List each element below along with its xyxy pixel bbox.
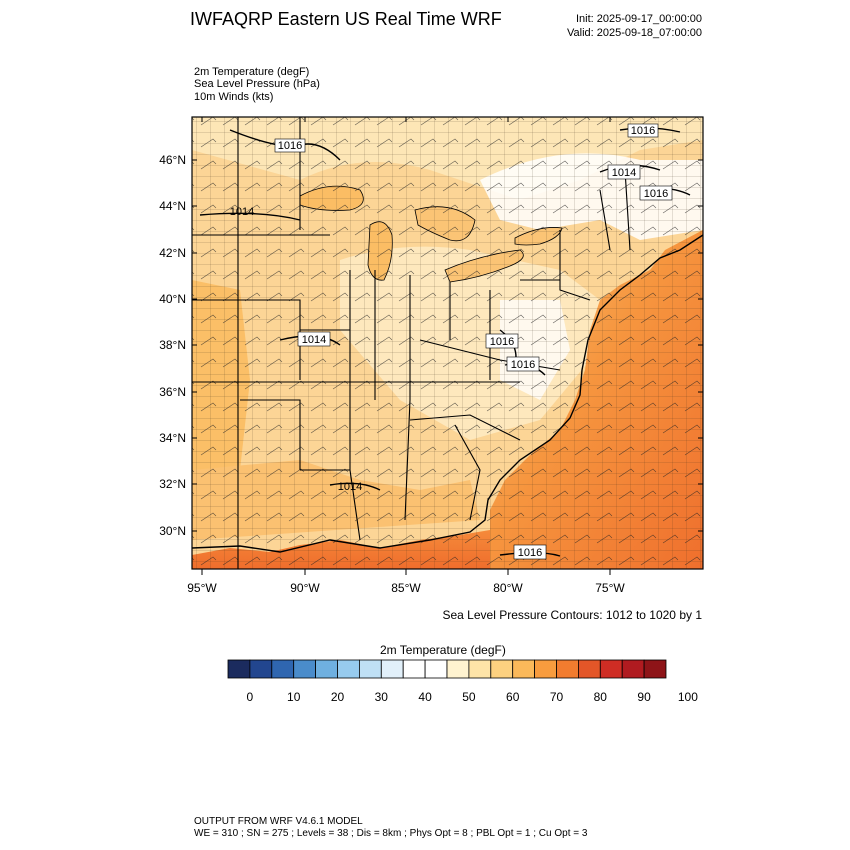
map-frame xyxy=(191,116,704,570)
pressure-label: 1016 xyxy=(639,185,673,201)
colorbar-swatch xyxy=(380,659,404,679)
colorbar-swatch xyxy=(293,659,317,679)
latitude-axis: 46°N 44°N 42°N 40°N 38°N 36°N 34°N 32°N 30°N xyxy=(159,153,703,538)
colorbar-label: 20 xyxy=(331,690,345,704)
colorbar-swatch xyxy=(512,659,536,679)
svg-text:1016: 1016 xyxy=(490,336,514,348)
state-boundaries xyxy=(192,117,631,569)
colorbar-swatch xyxy=(468,659,492,679)
colorbar-swatch xyxy=(621,659,645,679)
colorbar-swatch xyxy=(599,659,623,679)
map-area xyxy=(192,117,703,569)
lon-label: 85°W xyxy=(391,581,421,595)
lat-label: 46°N xyxy=(159,153,186,167)
pressure-labels: 1016 1014 1016 1014 1016 1014 1016 1016 … xyxy=(230,123,673,560)
pressure-label: 1016 xyxy=(627,123,659,138)
svg-text:1016: 1016 xyxy=(278,140,302,152)
colorbar-swatch xyxy=(578,659,601,679)
valid-time: Valid: 2025-09-18_07:00:00 xyxy=(567,27,702,39)
colorbar-swatch xyxy=(424,659,448,679)
pressure-label: 1014 xyxy=(338,481,362,493)
field-label-temperature: 2m Temperature (degF) xyxy=(194,66,310,78)
colorbar-swatch xyxy=(227,659,251,679)
svg-text:1016: 1016 xyxy=(631,125,655,137)
pressure-label: 1016 xyxy=(513,544,547,560)
longitude-axis: 95°W 90°W 85°W 80°W 75°W xyxy=(187,117,625,595)
colorbar-label: 10 xyxy=(287,690,301,704)
wind-barbs xyxy=(192,117,703,569)
lon-label: 95°W xyxy=(187,581,217,595)
colorbar-swatch xyxy=(249,659,273,679)
lat-label: 36°N xyxy=(159,385,186,399)
colorbar-swatch xyxy=(358,659,382,679)
colorbar-label: 30 xyxy=(375,690,389,704)
colorbar-labels: 0 10 20 30 40 50 60 70 80 90 100 xyxy=(247,690,699,704)
colorbar-label: 90 xyxy=(637,690,651,704)
lon-label: 80°W xyxy=(493,581,523,595)
colorbar-swatch xyxy=(402,659,426,679)
contour-note: Sea Level Pressure Contours: 1012 to 102… xyxy=(442,608,703,622)
colorbar xyxy=(227,659,667,679)
svg-text:1014: 1014 xyxy=(230,206,254,218)
pressure-label: 1014 xyxy=(230,206,254,218)
colorbar-swatch xyxy=(271,659,295,679)
colorbar-label: 50 xyxy=(462,690,476,704)
field-label-winds: 10m Winds (kts) xyxy=(194,91,274,103)
lat-label: 42°N xyxy=(159,246,186,260)
svg-text:1014: 1014 xyxy=(612,167,636,179)
colorbar-label: 70 xyxy=(550,690,564,704)
svg-text:1014: 1014 xyxy=(338,481,362,493)
colorbar-label: 40 xyxy=(418,690,432,704)
model-info-line2: WE = 310 ; SN = 275 ; Levels = 38 ; Dis … xyxy=(194,828,588,839)
plot-title: IWFAQRP Eastern US Real Time WRF xyxy=(190,9,502,29)
init-time: Init: 2025-09-17_00:00:00 xyxy=(576,13,702,25)
colorbar-title: 2m Temperature (degF) xyxy=(380,643,506,657)
pressure-label: 1016 xyxy=(274,138,306,153)
lat-label: 30°N xyxy=(159,524,186,538)
colorbar-swatch xyxy=(556,659,579,679)
colorbar-swatch xyxy=(337,659,360,679)
pressure-label: 1014 xyxy=(297,331,331,347)
pressure-label: 1014 xyxy=(607,164,641,180)
lon-label: 90°W xyxy=(290,581,320,595)
lat-label: 38°N xyxy=(159,338,186,352)
lon-label: 75°W xyxy=(595,581,625,595)
lat-label: 32°N xyxy=(159,477,186,491)
pressure-label: 1016 xyxy=(485,333,519,349)
colorbar-swatch xyxy=(534,659,557,679)
colorbar-label: 60 xyxy=(506,690,520,704)
svg-text:1016: 1016 xyxy=(644,188,668,200)
colorbar-label: 80 xyxy=(594,690,608,704)
svg-text:1016: 1016 xyxy=(511,359,535,371)
coastline xyxy=(192,234,703,553)
colorbar-swatch xyxy=(446,659,470,679)
lat-label: 44°N xyxy=(159,199,186,213)
field-label-pressure: Sea Level Pressure (hPa) xyxy=(194,78,320,90)
lat-label: 40°N xyxy=(159,292,186,306)
svg-text:1014: 1014 xyxy=(302,334,326,346)
colorbar-swatch xyxy=(490,659,514,679)
colorbar-label: 0 xyxy=(247,690,254,704)
lat-label: 34°N xyxy=(159,431,186,445)
svg-text:1016: 1016 xyxy=(518,547,542,559)
model-info-line1: OUTPUT FROM WRF V4.6.1 MODEL xyxy=(194,816,363,827)
colorbar-swatch xyxy=(643,659,667,679)
colorbar-label: 100 xyxy=(678,690,698,704)
colorbar-swatch xyxy=(315,659,338,679)
pressure-label: 1016 xyxy=(506,356,540,372)
